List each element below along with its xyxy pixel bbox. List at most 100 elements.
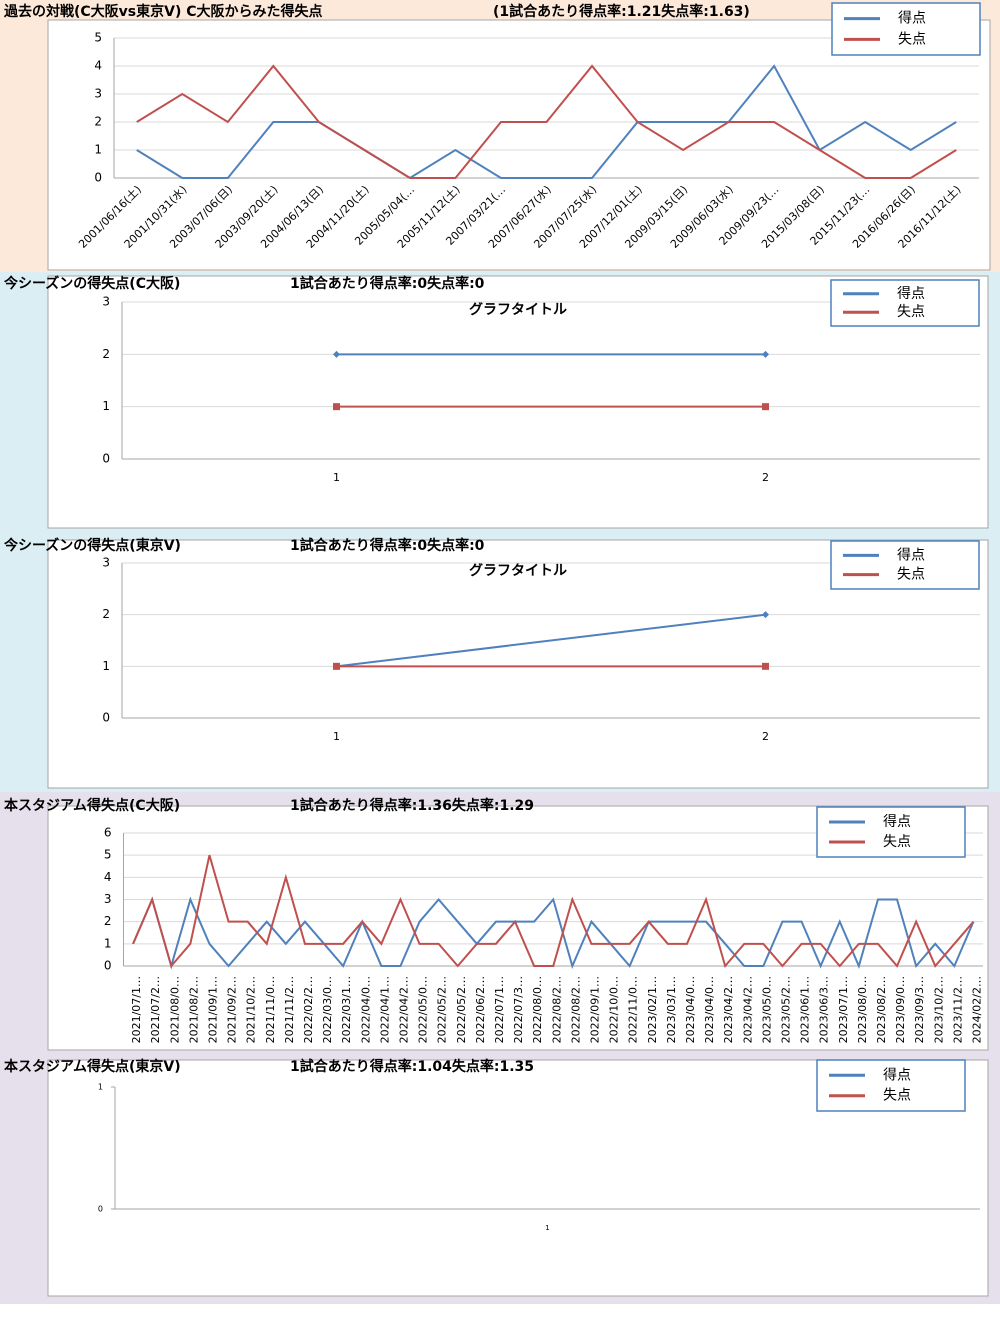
x-tick-label: 2022/07/1… bbox=[493, 976, 506, 1043]
x-tick-label: 2022/06/2… bbox=[474, 976, 487, 1043]
x-tick-label: 2022/02/2… bbox=[302, 976, 315, 1043]
x-tick-label: 2022/04/2… bbox=[397, 976, 410, 1043]
y-tick-label: 1 bbox=[94, 143, 102, 157]
x-tick-label: 2022/04/0… bbox=[359, 976, 372, 1043]
y-tick-label: 5 bbox=[104, 848, 112, 862]
y-tick-label: 3 bbox=[104, 892, 112, 906]
x-tick-label: 2022/07/3… bbox=[512, 976, 525, 1043]
x-tick-label: 2 bbox=[762, 730, 769, 743]
x-tick-label: 2021/07/1… bbox=[130, 976, 143, 1043]
y-tick-label: 2 bbox=[104, 914, 112, 928]
y-tick-label: 3 bbox=[102, 295, 110, 309]
y-tick-label: 0 bbox=[102, 452, 110, 466]
x-tick-label: 2023/09/3… bbox=[913, 976, 926, 1043]
x-tick-label: 2023/08/2… bbox=[875, 976, 888, 1043]
y-tick-label: 5 bbox=[94, 31, 102, 45]
chart-heading: 本スタジアム得失点(東京V) bbox=[4, 1058, 181, 1075]
x-tick-label: 2023/04/0… bbox=[684, 976, 697, 1043]
x-tick-label: 2023/07/1… bbox=[837, 976, 850, 1043]
x-tick-label: 2021/09/1… bbox=[206, 976, 219, 1043]
legend-label: 失点 bbox=[883, 1088, 911, 1104]
x-tick-label: 2022/08/2… bbox=[550, 976, 563, 1043]
x-tick-label: 2022/05/2… bbox=[455, 976, 468, 1043]
legend-label: 失点 bbox=[897, 304, 925, 320]
x-tick-label: 2023/05/0… bbox=[760, 976, 773, 1043]
point-marker bbox=[333, 403, 340, 411]
x-tick-label: 2024/02/2… bbox=[970, 976, 983, 1043]
y-tick-label: 3 bbox=[94, 87, 102, 101]
x-tick-label: 2022/08/2… bbox=[569, 976, 582, 1043]
plot-box bbox=[47, 19, 991, 271]
x-tick-label: 1 bbox=[333, 730, 340, 743]
legend-label: 失点 bbox=[898, 31, 926, 47]
chart-subtitle: 1試合あたり得点率:1.36失点率:1.29 bbox=[290, 797, 534, 814]
legend-label: 得点 bbox=[897, 285, 925, 302]
x-tick-label: 2022/05/0… bbox=[417, 976, 430, 1043]
x-tick-label: 2023/02/1… bbox=[646, 976, 659, 1043]
x-tick-label: 2022/03/0… bbox=[321, 976, 334, 1043]
legend bbox=[816, 806, 966, 858]
y-tick-label: 1 bbox=[102, 399, 110, 413]
chart-subtitle: 1試合あたり得点率:0失点率:0 bbox=[290, 537, 485, 554]
x-tick-label: 2021/08/2… bbox=[187, 976, 200, 1043]
x-tick-label: 2023/06/1… bbox=[799, 976, 812, 1043]
x-tick-label: 2023/06/3… bbox=[818, 976, 831, 1043]
legend bbox=[830, 540, 980, 590]
x-tick-label: 2022/08/0… bbox=[531, 976, 544, 1043]
legend bbox=[831, 2, 981, 56]
point-marker bbox=[762, 662, 769, 670]
y-tick-label: 2 bbox=[102, 347, 110, 361]
y-tick-label: 0 bbox=[104, 959, 112, 973]
x-tick-label: 2022/05/2… bbox=[436, 976, 449, 1043]
x-tick-label: 2021/10/2… bbox=[245, 976, 258, 1043]
x-tick-label: 2021/08/0… bbox=[168, 976, 181, 1043]
x-tick-label: 2023/03/1… bbox=[665, 976, 678, 1043]
point-marker bbox=[333, 662, 340, 670]
point-marker bbox=[762, 611, 769, 619]
chart-title: グラフタイトル bbox=[469, 562, 567, 579]
y-tick-label: 4 bbox=[94, 59, 102, 73]
x-tick-label: 2021/07/2… bbox=[149, 976, 162, 1043]
x-tick-label: 1 bbox=[333, 471, 340, 484]
legend-label: 得点 bbox=[883, 813, 911, 830]
y-tick-label: 0 bbox=[102, 711, 110, 725]
x-tick-label: 2 bbox=[762, 471, 769, 484]
legend bbox=[816, 1059, 966, 1112]
chart-subtitle: (1試合あたり得点率:1.21失点率:1.63) bbox=[493, 3, 750, 20]
x-tick-label: 2021/11/0… bbox=[264, 976, 277, 1043]
series-line bbox=[136, 64, 957, 179]
legend bbox=[830, 279, 980, 327]
legend-label: 失点 bbox=[897, 567, 925, 583]
x-tick-label: 2023/10/2… bbox=[932, 976, 945, 1043]
chart-subtitle: 1試合あたり得点率:1.04失点率:1.35 bbox=[290, 1058, 534, 1075]
x-tick-label: 2021/09/2… bbox=[226, 976, 239, 1043]
x-tick-label: 2023/04/2… bbox=[722, 976, 735, 1043]
series-line bbox=[132, 896, 975, 970]
x-tick-label: 2023/11/2… bbox=[951, 976, 964, 1043]
y-tick-label: 1 bbox=[102, 659, 110, 673]
x-tick-label: 1 bbox=[545, 1224, 549, 1232]
x-tick-label: 2023/04/2… bbox=[741, 976, 754, 1043]
y-tick-label: 1 bbox=[98, 1083, 103, 1092]
x-tick-label: 2023/05/2… bbox=[779, 976, 792, 1043]
legend-label: 得点 bbox=[883, 1066, 911, 1083]
x-tick-label: 2022/04/1… bbox=[378, 976, 391, 1043]
point-marker bbox=[762, 403, 769, 411]
y-tick-label: 3 bbox=[102, 556, 110, 570]
x-tick-label: 2023/09/0… bbox=[894, 976, 907, 1043]
x-tick-label: 2021/11/2… bbox=[283, 976, 296, 1043]
x-tick-label: 2023/08/0… bbox=[856, 976, 869, 1043]
chart-heading: 本スタジアム得失点(C大阪) bbox=[4, 797, 180, 814]
x-tick-label: 2022/10/0… bbox=[608, 976, 621, 1043]
y-tick-label: 2 bbox=[94, 115, 102, 129]
series-line bbox=[132, 854, 975, 969]
x-tick-label: 2022/03/1… bbox=[340, 976, 353, 1043]
x-tick-label: 2023/04/0… bbox=[703, 976, 716, 1043]
point-marker bbox=[762, 350, 769, 358]
y-tick-label: 2 bbox=[102, 607, 110, 621]
y-tick-label: 6 bbox=[104, 826, 112, 840]
chart-heading: 今シーズンの得失点(C大阪) bbox=[3, 275, 180, 292]
y-tick-label: 0 bbox=[98, 1205, 103, 1214]
chart-title: グラフタイトル bbox=[469, 301, 567, 318]
